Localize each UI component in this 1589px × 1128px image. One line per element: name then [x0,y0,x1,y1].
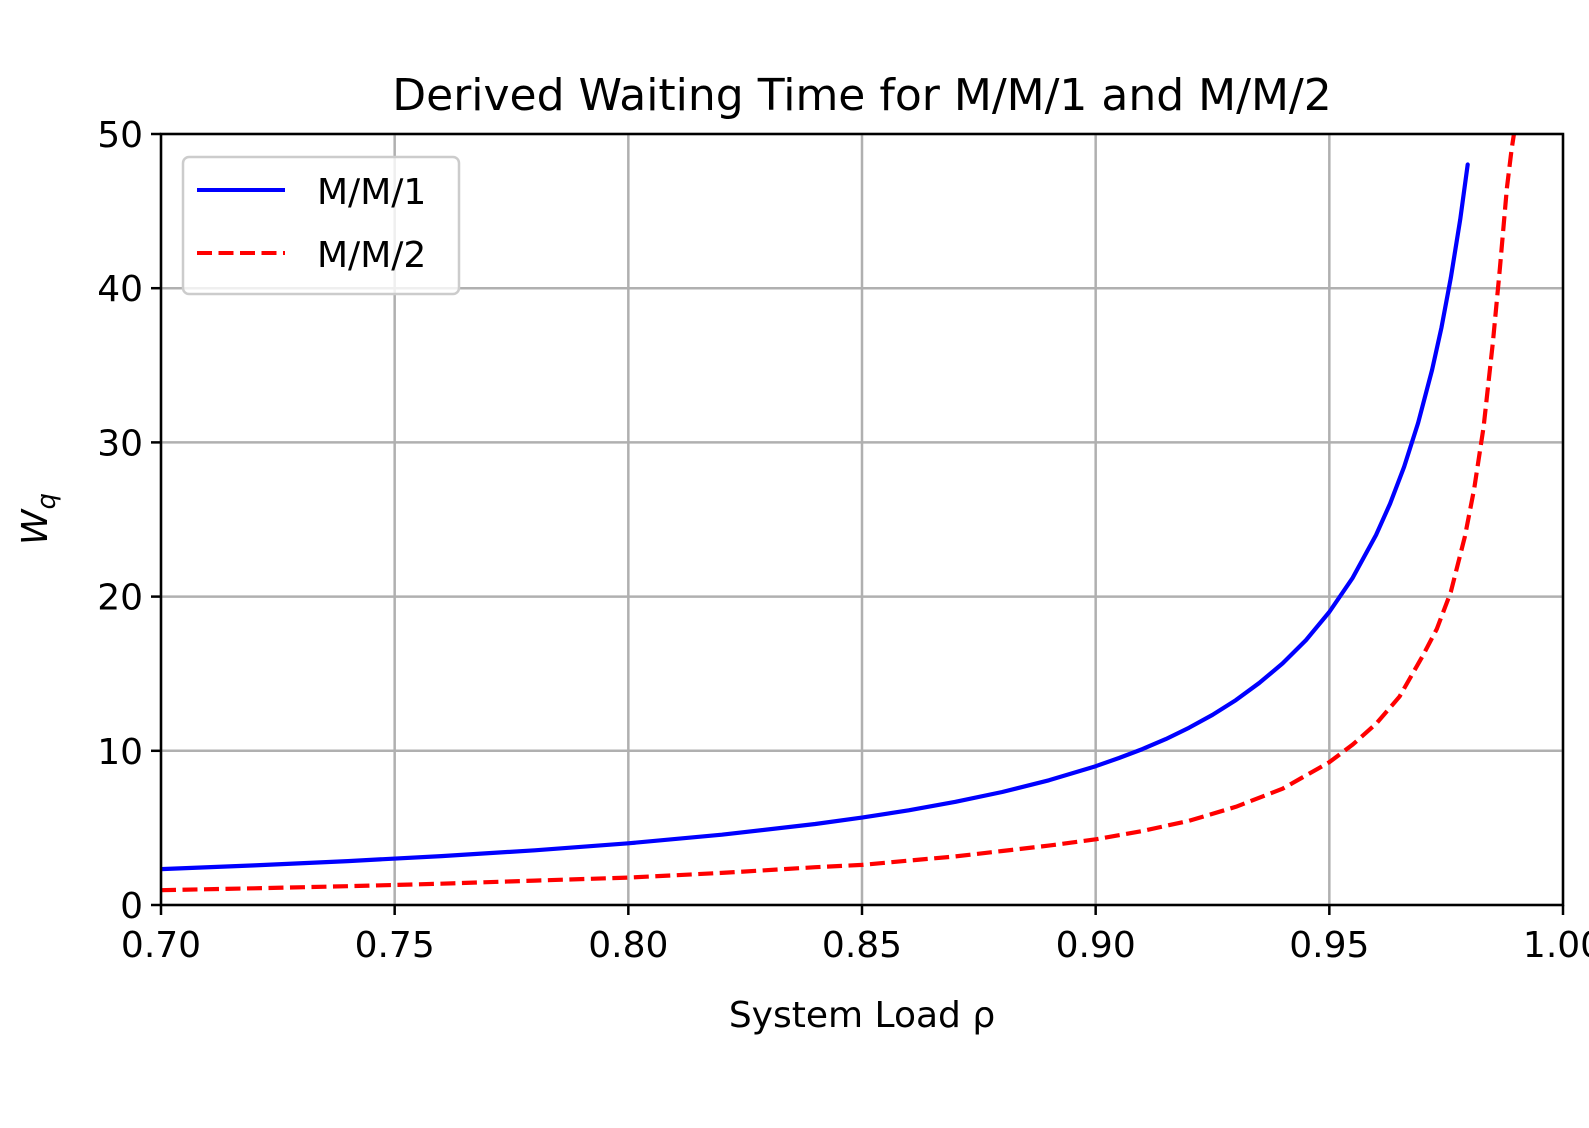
y-tick-label: 30 [97,423,143,464]
series-line-mm2 [161,134,1517,893]
y-axis-label-main: W [15,508,56,545]
x-tick-label: 0.85 [822,925,902,966]
y-tick-label: 0 [120,886,143,927]
y-axis-label: Wq [15,493,62,545]
legend-label-mm2: M/M/2 [317,235,426,276]
x-axis-label: System Load ρ [729,995,995,1036]
chart-title: Derived Waiting Time for M/M/1 and M/M/2 [392,70,1332,121]
y-tick-label: 20 [97,578,143,619]
x-tick-label: 1.00 [1523,925,1589,966]
x-tick-label: 0.70 [121,925,201,966]
y-axis-label-subscript: q [32,493,62,510]
y-tick-label: 50 [97,115,143,156]
legend-label-mm1: M/M/1 [317,172,426,213]
y-tick-label: 10 [97,732,143,773]
x-tick-label: 0.80 [588,925,668,966]
x-tick-label: 0.75 [355,925,435,966]
x-tick-label: 0.90 [1056,925,1136,966]
y-tick-label: 40 [97,269,143,310]
axis-ticks: 0.70 0.75 0.80 0.85 0.90 0.95 1.00 0 10 20 30 40 50 [97,115,1589,966]
series-group [161,134,1517,893]
legend: M/M/1 M/M/2 [181,155,461,296]
x-tick-label: 0.95 [1289,925,1369,966]
series-line-mm1 [161,162,1470,872]
